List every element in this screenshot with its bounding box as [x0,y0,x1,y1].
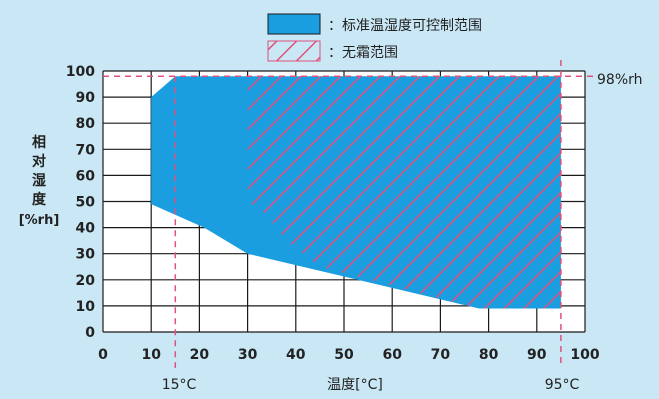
y-tick-label: 50 [76,195,96,211]
legend-label-standard: ：标准温湿度可控制范围 [328,17,482,34]
y-axis-unit-label: [%rh] [19,213,60,228]
y-tick-label: 80 [76,116,96,132]
y-tick-label: 0 [85,325,95,341]
x-tick-label: 0 [98,347,108,363]
y-tick-label: 100 [66,64,95,80]
x-tick-label: 80 [479,347,499,363]
x-tick-label: 10 [141,347,161,363]
reference-lines [103,60,595,368]
x-tick-label: 20 [190,347,210,363]
tick-labels: 0 10 20 30 40 50 60 70 80 90 100 0 10 20 30 40 50 60 70 80 9… [66,64,600,363]
x-tick-label: 30 [238,347,258,363]
y-tick-label: 20 [76,273,96,289]
legend-swatch-frost-free [267,40,321,62]
x-tick-label: 50 [334,347,354,363]
y-axis-label-char: 对 [32,153,46,170]
y-tick-label: 40 [76,221,96,237]
x-tick-label: 70 [431,347,451,363]
x-axis-label: 温度[°C] [327,377,383,393]
regions [151,76,561,309]
y-axis-label-char: 度 [32,191,47,208]
y-tick-label: 70 [76,142,96,158]
legend-swatch-standard [267,13,321,35]
x-tick-label: 60 [382,347,402,363]
annotation-15c: 15°C [162,377,197,393]
annotation-98rh: 98%rh [597,72,643,88]
x-tick-label: 90 [527,347,547,363]
legend-label-frost-free: ：无霜范围 [328,44,398,61]
y-tick-label: 30 [76,247,96,263]
x-tick-label: 100 [570,347,599,363]
annotation-95c: 95°C [545,377,580,393]
y-tick-label: 90 [76,90,96,106]
region-frost-free [247,76,561,309]
y-axis-label-char: 湿 [32,173,46,189]
y-axis-label-char: 相 [32,134,46,151]
y-tick-label: 10 [76,299,96,315]
x-tick-label: 40 [286,347,306,363]
y-tick-label: 60 [76,168,96,184]
